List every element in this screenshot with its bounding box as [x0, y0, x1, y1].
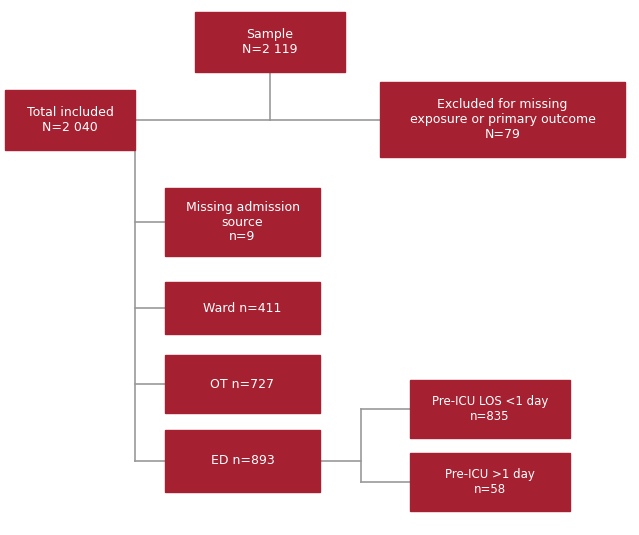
Text: Excluded for missing
exposure or primary outcome
N=79: Excluded for missing exposure or primary… — [410, 98, 596, 141]
FancyBboxPatch shape — [165, 430, 320, 492]
Text: Pre-ICU LOS <1 day
n=835: Pre-ICU LOS <1 day n=835 — [432, 395, 548, 423]
FancyBboxPatch shape — [165, 188, 320, 256]
Text: OT n=727: OT n=727 — [210, 378, 275, 391]
Text: Total included
N=2 040: Total included N=2 040 — [27, 106, 114, 134]
Text: Ward n=411: Ward n=411 — [203, 302, 282, 315]
FancyBboxPatch shape — [165, 355, 320, 413]
Text: ED n=893: ED n=893 — [211, 455, 274, 468]
FancyBboxPatch shape — [165, 282, 320, 334]
Text: Missing admission
source
n=9: Missing admission source n=9 — [185, 201, 300, 243]
Text: Sample
N=2 119: Sample N=2 119 — [242, 28, 298, 56]
FancyBboxPatch shape — [5, 90, 135, 150]
FancyBboxPatch shape — [195, 12, 345, 72]
FancyBboxPatch shape — [410, 453, 570, 511]
Text: Pre-ICU >1 day
n=58: Pre-ICU >1 day n=58 — [445, 468, 535, 496]
FancyBboxPatch shape — [380, 82, 625, 157]
FancyBboxPatch shape — [410, 380, 570, 438]
